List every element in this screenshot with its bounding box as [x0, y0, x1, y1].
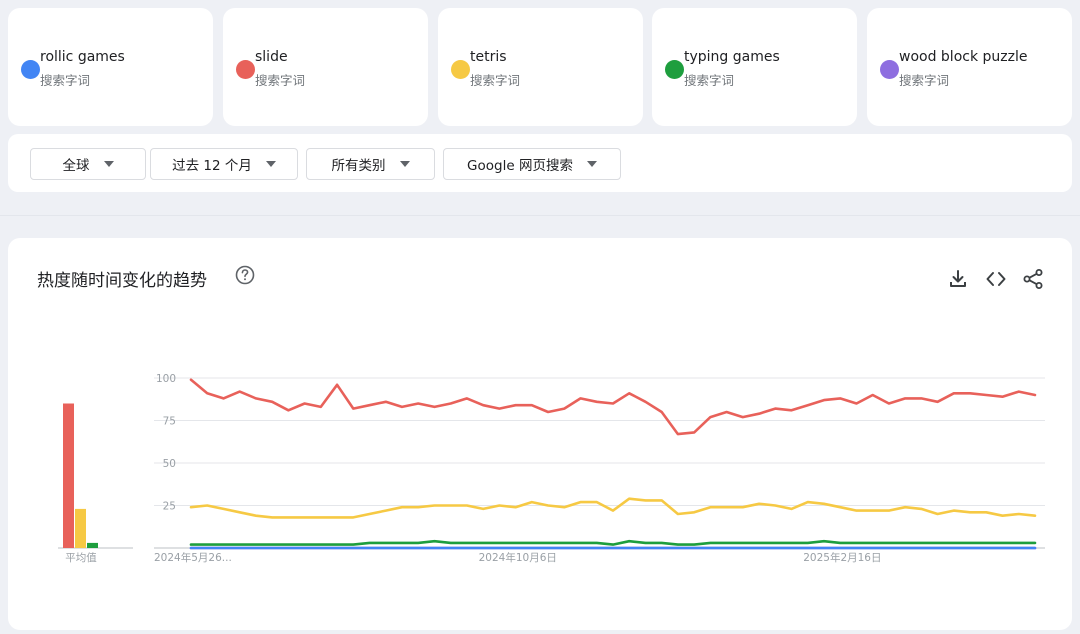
dropdown-arrow-icon: [399, 161, 410, 167]
term-color-dot: [451, 60, 470, 79]
category-filter-dropdown[interactable]: 所有类别: [306, 148, 435, 180]
series-line-typing-games: [189, 539, 1037, 546]
term-color-dot: [21, 60, 40, 79]
term-card-slide[interactable]: slide 搜索字词: [223, 8, 428, 126]
x-tick-label: 2025年2月16日: [803, 551, 881, 564]
term-card-tetris[interactable]: tetris 搜索字词: [438, 8, 643, 126]
term-color-dot: [236, 60, 255, 79]
average-bar-slide: [63, 403, 74, 548]
section-divider: [0, 215, 1080, 216]
interest-over-time-card: 热度随时间变化的趋势 平均值 100 75 50 25 2024年5月26... 2024…: [8, 238, 1072, 630]
term-type-label: 搜索字词: [899, 73, 950, 88]
term-name[interactable]: wood block puzzle: [899, 49, 1028, 65]
search-terms-row: rollic games 搜索字词 slide 搜索字词 tetris 搜索字词…: [8, 8, 1072, 126]
chart-gridlines: [154, 377, 1045, 549]
search-type-filter-label: Google 网页搜索: [467, 158, 573, 174]
share-icon[interactable]: [1021, 267, 1045, 291]
term-name[interactable]: typing games: [684, 49, 780, 65]
embed-code-icon[interactable]: [984, 267, 1008, 291]
series-line-slide: [189, 378, 1037, 436]
x-tick-label: 2024年10月6日: [479, 551, 557, 564]
term-card-rollic-games[interactable]: rollic games 搜索字词: [8, 8, 213, 126]
term-card-typing-games[interactable]: typing games 搜索字词: [652, 8, 857, 126]
help-icon[interactable]: [234, 264, 256, 286]
term-name[interactable]: tetris: [470, 49, 507, 65]
download-icon[interactable]: [946, 267, 970, 291]
dropdown-arrow-icon: [265, 161, 276, 167]
term-color-dot: [880, 60, 899, 79]
chart-title: 热度随时间变化的趋势: [37, 271, 207, 291]
dropdown-arrow-icon: [103, 161, 114, 167]
term-color-dot: [665, 60, 684, 79]
average-bar-tetris: [75, 508, 86, 548]
y-tick-label: 75: [163, 416, 176, 428]
y-tick-label: 50: [163, 458, 176, 470]
x-tick-label: 2024年5月26...: [154, 551, 232, 564]
term-name[interactable]: slide: [255, 49, 288, 65]
search-type-filter-dropdown[interactable]: Google 网页搜索: [443, 148, 621, 180]
dropdown-arrow-icon: [586, 161, 597, 167]
term-type-label: 搜索字词: [470, 73, 521, 88]
term-type-label: 搜索字词: [40, 73, 91, 88]
region-filter-label: 全球: [62, 158, 90, 174]
time-filter-label: 过去 12 个月: [172, 158, 252, 174]
term-name[interactable]: rollic games: [40, 49, 125, 65]
chart-axis-labels: 100 75 50 25 2024年5月26... 2024年10月6日 2025年2月16…: [154, 373, 881, 564]
average-label: 平均值: [65, 551, 97, 564]
region-filter-dropdown[interactable]: 全球: [30, 148, 146, 180]
term-type-label: 搜索字词: [684, 73, 735, 88]
interest-chart: 平均值 100 75 50 25 2024年5月26... 2024年10月6日 2025年…: [58, 373, 1045, 564]
term-card-wood-block-puzzle[interactable]: wood block puzzle 搜索字词: [867, 8, 1072, 126]
y-tick-label: 100: [156, 373, 176, 385]
time-filter-dropdown[interactable]: 过去 12 个月: [150, 148, 298, 180]
chart-series: [189, 378, 1037, 550]
term-type-label: 搜索字词: [255, 73, 306, 88]
y-tick-label: 25: [163, 501, 176, 513]
filter-bar: 全球 过去 12 个月 所有类别 Google 网页搜索: [8, 134, 1072, 192]
series-line-tetris: [189, 497, 1037, 519]
category-filter-label: 所有类别: [331, 158, 386, 174]
average-bar-chart: 平均值: [58, 403, 133, 564]
average-bar-typing-games: [87, 542, 98, 548]
